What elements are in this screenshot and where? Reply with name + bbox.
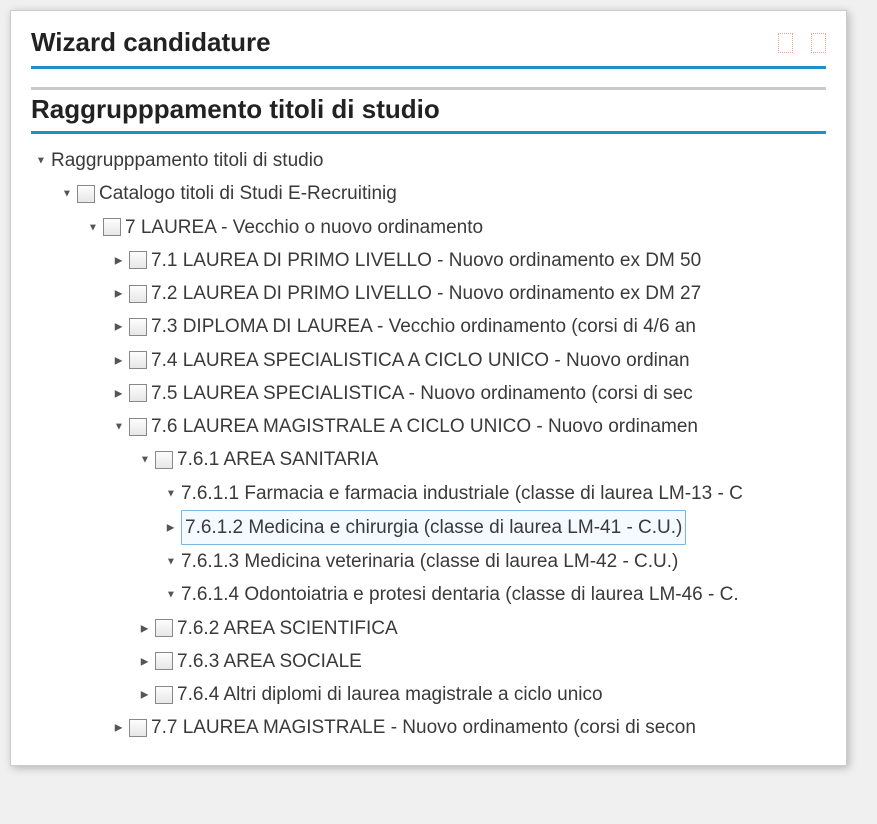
tree-node-n762[interactable]: 7.6.2 AREA SCIENTIFICA	[31, 612, 826, 645]
chevron-down-icon[interactable]	[87, 217, 99, 238]
checkbox[interactable]	[129, 285, 147, 303]
section-title: Raggrupppamento titoli di studio	[31, 94, 826, 134]
tree-node-n763[interactable]: 7.6.3 AREA SOCIALE	[31, 645, 826, 678]
tree-node-n74[interactable]: 7.4 LAUREA SPECIALISTICA A CICLO UNICO -…	[31, 344, 826, 377]
tree-node-n75[interactable]: 7.5 LAUREA SPECIALISTICA - Nuovo ordinam…	[31, 377, 826, 410]
tree-node-label[interactable]: 7.6.1.1 Farmacia e farmacia industriale …	[181, 477, 743, 510]
chevron-right-icon[interactable]	[113, 717, 125, 738]
chevron-right-icon[interactable]	[113, 316, 125, 337]
checkbox[interactable]	[155, 652, 173, 670]
checkbox[interactable]	[155, 619, 173, 637]
chevron-right-icon[interactable]	[113, 350, 125, 371]
checkbox[interactable]	[129, 384, 147, 402]
tree-node-label[interactable]: 7.6 LAUREA MAGISTRALE A CICLO UNICO - Nu…	[151, 410, 698, 443]
tree-node-label[interactable]: 7.3 DIPLOMA DI LAUREA - Vecchio ordiname…	[151, 310, 696, 343]
checkbox[interactable]	[129, 351, 147, 369]
checkbox[interactable]	[103, 218, 121, 236]
tree-node-label[interactable]: 7.2 LAUREA DI PRIMO LIVELLO - Nuovo ordi…	[151, 277, 701, 310]
chevron-right-icon[interactable]	[113, 250, 125, 271]
chevron-down-icon[interactable]	[113, 416, 125, 437]
tree-node-label[interactable]: 7.6.4 Altri diplomi di laurea magistrale…	[177, 678, 603, 711]
tree-node-n761[interactable]: 7.6.1 AREA SANITARIA	[31, 443, 826, 476]
chevron-down-icon[interactable]	[35, 150, 47, 171]
chevron-down-icon[interactable]	[165, 483, 177, 504]
tree-node-label[interactable]: 7.7 LAUREA MAGISTRALE - Nuovo ordinament…	[151, 711, 696, 744]
chevron-down-icon[interactable]	[61, 183, 73, 204]
tree-node-n764[interactable]: 7.6.4 Altri diplomi di laurea magistrale…	[31, 678, 826, 711]
tree-node-label[interactable]: 7.5 LAUREA SPECIALISTICA - Nuovo ordinam…	[151, 377, 693, 410]
checkbox[interactable]	[155, 686, 173, 704]
tree-node-n77[interactable]: 7.7 LAUREA MAGISTRALE - Nuovo ordinament…	[31, 711, 826, 744]
tree-node-label[interactable]: 7.4 LAUREA SPECIALISTICA A CICLO UNICO -…	[151, 344, 690, 377]
tree-node-label[interactable]: 7.6.1.4 Odontoiatria e protesi dentaria …	[181, 578, 739, 611]
chevron-right-icon[interactable]	[139, 684, 151, 705]
wizard-window: Wizard candidature Raggrupppamento titol…	[10, 10, 847, 766]
tree-node-n7[interactable]: 7 LAUREA - Vecchio o nuovo ordinamento	[31, 211, 826, 244]
tree-node-root[interactable]: Raggrupppamento titoli di studio	[31, 144, 826, 177]
chevron-right-icon[interactable]	[139, 651, 151, 672]
checkbox[interactable]	[129, 418, 147, 436]
checkbox[interactable]	[129, 318, 147, 336]
tree-node-n72[interactable]: 7.2 LAUREA DI PRIMO LIVELLO - Nuovo ordi…	[31, 277, 826, 310]
tree-node-n7613[interactable]: 7.6.1.3 Medicina veterinaria (classe di …	[31, 545, 826, 578]
chevron-right-icon[interactable]	[139, 618, 151, 639]
tree-node-n7612[interactable]: 7.6.1.2 Medicina e chirurgia (classe di …	[31, 510, 826, 545]
tree-node-label[interactable]: 7.1 LAUREA DI PRIMO LIVELLO - Nuovo ordi…	[151, 244, 701, 277]
wizard-title: Wizard candidature	[31, 27, 271, 58]
tree-node-n7611[interactable]: 7.6.1.1 Farmacia e farmacia industriale …	[31, 477, 826, 510]
chevron-right-icon[interactable]	[165, 517, 177, 538]
tree-node-n73[interactable]: 7.3 DIPLOMA DI LAUREA - Vecchio ordiname…	[31, 310, 826, 343]
section-divider	[31, 87, 826, 90]
checkbox[interactable]	[77, 185, 95, 203]
checkbox[interactable]	[129, 251, 147, 269]
tree-view: Raggrupppamento titoli di studioCatalogo…	[31, 144, 826, 745]
tree-node-cat[interactable]: Catalogo titoli di Studi E-Recruitinig	[31, 177, 826, 210]
header-icons	[778, 33, 826, 53]
checkbox[interactable]	[155, 451, 173, 469]
tree-node-n7614[interactable]: 7.6.1.4 Odontoiatria e protesi dentaria …	[31, 578, 826, 611]
chevron-down-icon[interactable]	[165, 584, 177, 605]
chevron-down-icon[interactable]	[165, 551, 177, 572]
tree-node-label[interactable]: 7.6.1.2 Medicina e chirurgia (classe di …	[181, 510, 686, 545]
chevron-down-icon[interactable]	[139, 449, 151, 470]
chevron-right-icon[interactable]	[113, 383, 125, 404]
tree-node-n76[interactable]: 7.6 LAUREA MAGISTRALE A CICLO UNICO - Nu…	[31, 410, 826, 443]
tree-node-label[interactable]: 7 LAUREA - Vecchio o nuovo ordinamento	[125, 211, 483, 244]
tree-node-label[interactable]: 7.6.2 AREA SCIENTIFICA	[177, 612, 398, 645]
header-icon-1[interactable]	[778, 33, 793, 53]
chevron-right-icon[interactable]	[113, 283, 125, 304]
tree-node-label[interactable]: Catalogo titoli di Studi E-Recruitinig	[99, 177, 397, 210]
tree-node-label[interactable]: 7.6.1.3 Medicina veterinaria (classe di …	[181, 545, 678, 578]
tree-node-n71[interactable]: 7.1 LAUREA DI PRIMO LIVELLO - Nuovo ordi…	[31, 244, 826, 277]
wizard-header: Wizard candidature	[31, 27, 826, 69]
header-icon-2[interactable]	[811, 33, 826, 53]
tree-node-label[interactable]: 7.6.3 AREA SOCIALE	[177, 645, 362, 678]
tree-node-label[interactable]: 7.6.1 AREA SANITARIA	[177, 443, 378, 476]
tree-node-label[interactable]: Raggrupppamento titoli di studio	[51, 144, 324, 177]
checkbox[interactable]	[129, 719, 147, 737]
